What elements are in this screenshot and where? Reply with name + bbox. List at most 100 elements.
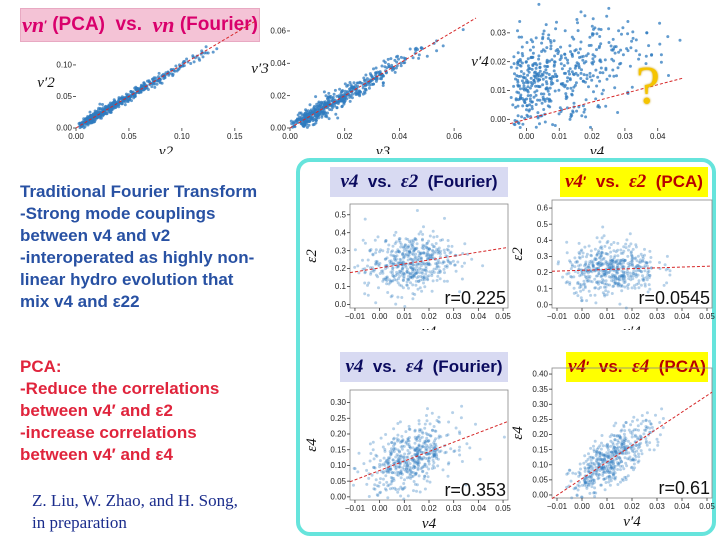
- scatter-point: [549, 44, 553, 48]
- scatter-point: [428, 480, 432, 484]
- scatter-point: [399, 472, 402, 476]
- scatter-point: [403, 245, 407, 249]
- scatter-point: [375, 471, 379, 475]
- scatter-point: [432, 454, 436, 458]
- scatter-point: [626, 265, 630, 269]
- scatter-point: [623, 278, 627, 282]
- scatter-point: [430, 455, 434, 459]
- scatter-point: [609, 259, 613, 263]
- scatter-point: [580, 299, 584, 302]
- scatter-point: [592, 491, 596, 495]
- scatter-point: [400, 447, 404, 451]
- scatter-point: [633, 453, 637, 457]
- scatter-point: [593, 256, 597, 260]
- scatter-point: [404, 237, 408, 241]
- scatter-point: [201, 55, 205, 59]
- scatter-point: [417, 474, 421, 478]
- scatter-point: [587, 276, 591, 280]
- scatter-point: [631, 30, 635, 34]
- scatter-point: [589, 249, 593, 253]
- scatter-point: [623, 475, 627, 479]
- pl2-vs: vs.: [586, 172, 629, 191]
- scatter-point: [602, 293, 606, 296]
- scatter-point: [123, 100, 127, 104]
- scatter-point: [604, 444, 608, 448]
- scatter-point: [589, 125, 592, 129]
- scatter-point: [620, 269, 624, 273]
- scatter-point: [415, 435, 419, 439]
- scatter-point: [574, 486, 578, 490]
- scatter-point: [430, 256, 433, 260]
- scatter-point: [579, 249, 583, 253]
- scatter-point: [610, 476, 614, 480]
- scatter-point: [632, 428, 636, 432]
- scatter-point: [425, 479, 429, 483]
- scatter-point: [432, 443, 436, 447]
- scatter-point: [399, 258, 403, 262]
- scatter-point: [411, 263, 415, 267]
- scatter-point: [371, 252, 375, 256]
- scatter-point: [611, 462, 615, 466]
- scatter-point: [572, 275, 576, 279]
- scatter-point: [401, 466, 405, 470]
- scatter-point: [631, 458, 635, 462]
- scatter-point: [416, 461, 420, 465]
- scatter-point: [309, 116, 313, 120]
- scatter-point: [392, 254, 396, 258]
- scatter-point: [525, 41, 529, 44]
- scatter-point: [412, 489, 415, 493]
- scatter-point: [582, 476, 586, 480]
- scatter-point: [140, 85, 144, 88]
- scatter-point: [580, 248, 584, 252]
- scatter-point: [357, 451, 361, 455]
- scatter-point: [413, 268, 417, 272]
- scatter-point: [601, 291, 605, 295]
- scatter-point: [409, 466, 413, 470]
- scatter-point: [569, 86, 573, 90]
- scatter-point: [321, 112, 325, 116]
- scatter-point: [629, 46, 633, 50]
- scatter-point: [570, 53, 574, 57]
- scatter-point: [609, 266, 613, 270]
- citation-line-1: Z. Liu, W. Zhao, and H. Song,: [32, 491, 238, 510]
- scatter-point: [466, 252, 470, 256]
- scatter-point: [117, 105, 121, 109]
- scatter-point: [638, 434, 642, 438]
- scatter-point: [502, 435, 506, 439]
- text-line: between v4′ and ε4: [20, 445, 173, 464]
- scatter-point: [580, 273, 583, 277]
- scatter-point: [665, 281, 669, 285]
- scatter-point: [610, 279, 614, 283]
- scatter-point: [368, 249, 372, 252]
- scatter-point: [630, 286, 634, 290]
- scatter-point: [549, 41, 553, 44]
- scatter-point: [632, 458, 636, 462]
- scatter-point: [407, 445, 411, 448]
- scatter-point: [591, 264, 595, 268]
- point-layer: [289, 28, 465, 129]
- scatter-point: [644, 425, 648, 428]
- scatter-point: [603, 282, 607, 286]
- scatter-point: [522, 84, 526, 88]
- scatter-point: [415, 276, 419, 280]
- scatter-point: [619, 468, 622, 472]
- scatter-point: [593, 247, 597, 251]
- scatter-point: [626, 32, 630, 36]
- scatter-point: [532, 95, 536, 99]
- scatter-point: [396, 250, 400, 254]
- scatter-point: [458, 453, 462, 457]
- scatter-point: [565, 251, 569, 255]
- scatter-point: [396, 281, 400, 285]
- text-line: linear hydro evolution that: [20, 270, 234, 289]
- scatter-point: [658, 421, 662, 424]
- scatter-point: [374, 79, 378, 83]
- scatter-point: [405, 440, 408, 444]
- scatter-point: [311, 117, 315, 120]
- scatter-point: [103, 109, 107, 113]
- scatter-point: [631, 419, 634, 423]
- x-tick-label: 0.00: [282, 132, 298, 141]
- scatter-point: [374, 262, 378, 266]
- scatter-point: [544, 80, 548, 84]
- scatter-point: [420, 457, 424, 461]
- scatter-point: [616, 445, 620, 449]
